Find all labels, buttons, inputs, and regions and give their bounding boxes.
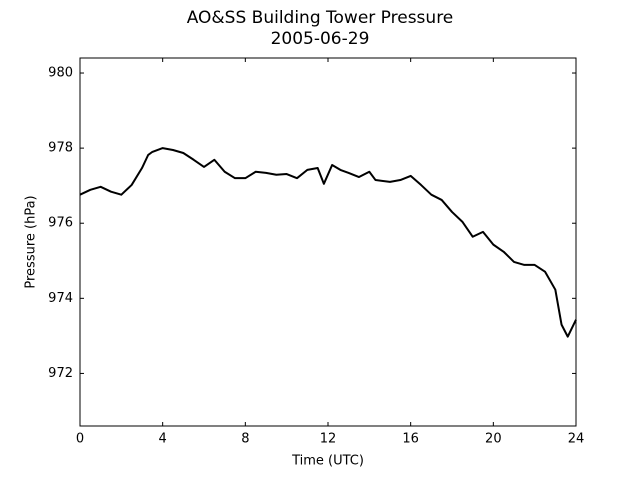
x-tick-label: 20 bbox=[485, 432, 502, 447]
y-tick-label: 972 bbox=[48, 366, 73, 381]
y-axis-label: Pressure (hPa) bbox=[24, 195, 39, 288]
x-tick-label: 12 bbox=[320, 432, 337, 447]
x-tick-label: 8 bbox=[241, 432, 249, 447]
chart-title: AO&SS Building Tower Pressure bbox=[187, 8, 454, 28]
y-tick-label: 978 bbox=[48, 141, 73, 156]
data-line bbox=[79, 147, 577, 338]
plot-frame bbox=[79, 57, 577, 427]
y-tick-label: 980 bbox=[48, 66, 73, 81]
x-tick-label: 24 bbox=[568, 432, 585, 447]
x-axis-label: Time (UTC) bbox=[291, 454, 364, 469]
x-tick-label: 0 bbox=[76, 432, 84, 447]
x-tick-label: 4 bbox=[159, 432, 167, 447]
chart-subtitle: 2005-06-29 bbox=[271, 29, 370, 49]
y-tick-label: 974 bbox=[48, 291, 73, 306]
y-tick-label: 976 bbox=[48, 216, 73, 231]
x-tick-label: 16 bbox=[402, 432, 419, 447]
